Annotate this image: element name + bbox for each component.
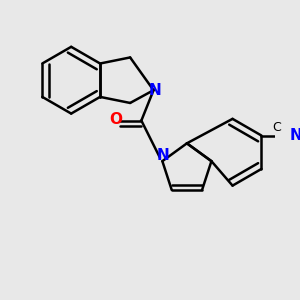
Text: O: O (109, 112, 122, 127)
Text: N: N (149, 83, 161, 98)
Text: C: C (272, 122, 281, 134)
Text: N: N (290, 128, 300, 143)
Text: N: N (156, 148, 169, 163)
